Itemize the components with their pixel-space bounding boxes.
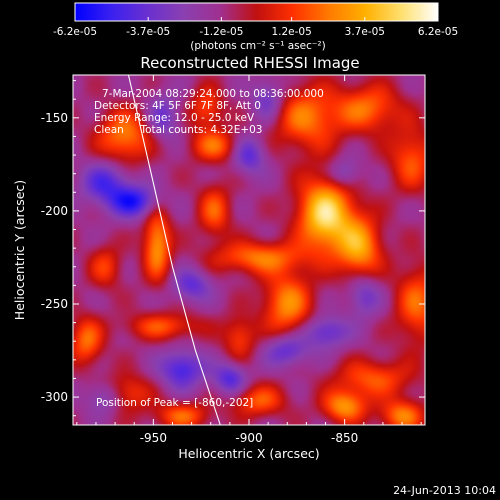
colorbar-tick-label: -1.2e-05 (199, 26, 243, 38)
colorbar-tick-label: 6.2e-05 (418, 26, 458, 38)
colorbar-tick-label: -3.7e-05 (126, 26, 170, 38)
heatmap-raster (73, 75, 425, 425)
x-tick-label: -900 (235, 431, 262, 445)
colorbar-tick-label: 1.2e-05 (271, 26, 311, 38)
x-tick-label: -950 (140, 431, 167, 445)
y-axis-ticks: -150 -200 -250 -300 (41, 80, 425, 417)
annotation-detectors: Detectors: 4F 5F 6F 7F 8F, Att 0 (94, 100, 261, 112)
x-tick-label: -850 (331, 431, 358, 445)
colorbar-unit-label: (photons cm⁻² s⁻¹ asec⁻²) (190, 40, 325, 52)
annotation-energy-range: Energy Range: 12.0 - 25.0 keV (94, 112, 255, 124)
y-tick-label: -150 (41, 111, 68, 125)
colorbar-tick-label: 3.7e-05 (345, 26, 385, 38)
annotation-block: 7-Mar-2004 08:29:24.000 to 08:36:00.000 … (94, 88, 324, 136)
x-axis-ticks: -950 -900 -850 (76, 75, 422, 445)
colorbar-gradient (75, 3, 438, 21)
colorbar-frame (74, 2, 439, 22)
colorbar-ticks: -6.2e-05 -3.7e-05 -1.2e-05 1.2e-05 3.7e-05 6.… (53, 17, 458, 38)
annotation-time-range: 7-Mar-2004 08:29:24.000 to 08:36:00.000 (102, 88, 324, 100)
y-tick-label: -250 (41, 297, 68, 311)
y-axis-label: Heliocentric Y (arcsec) (12, 180, 27, 320)
annotation-clean-counts: Clean Total counts: 4.32E+03 (94, 124, 263, 136)
x-axis-label: Heliocentric X (arcsec) (178, 446, 319, 461)
footer-date: 24-Jun-2013 10:04 (393, 484, 496, 497)
y-tick-label: -300 (41, 390, 68, 404)
colorbar-tick-label: -6.2e-05 (53, 26, 97, 38)
heatmap-image (73, 75, 425, 425)
chart-title: Reconstructed RHESSI Image (140, 54, 359, 72)
solar-limb-line (127, 75, 221, 425)
peak-position-label: Position of Peak = [-860,-202] (96, 397, 253, 409)
y-tick-label: -200 (41, 204, 68, 218)
colorbar: -6.2e-05 -3.7e-05 -1.2e-05 1.2e-05 3.7e-05 6.… (53, 2, 458, 52)
